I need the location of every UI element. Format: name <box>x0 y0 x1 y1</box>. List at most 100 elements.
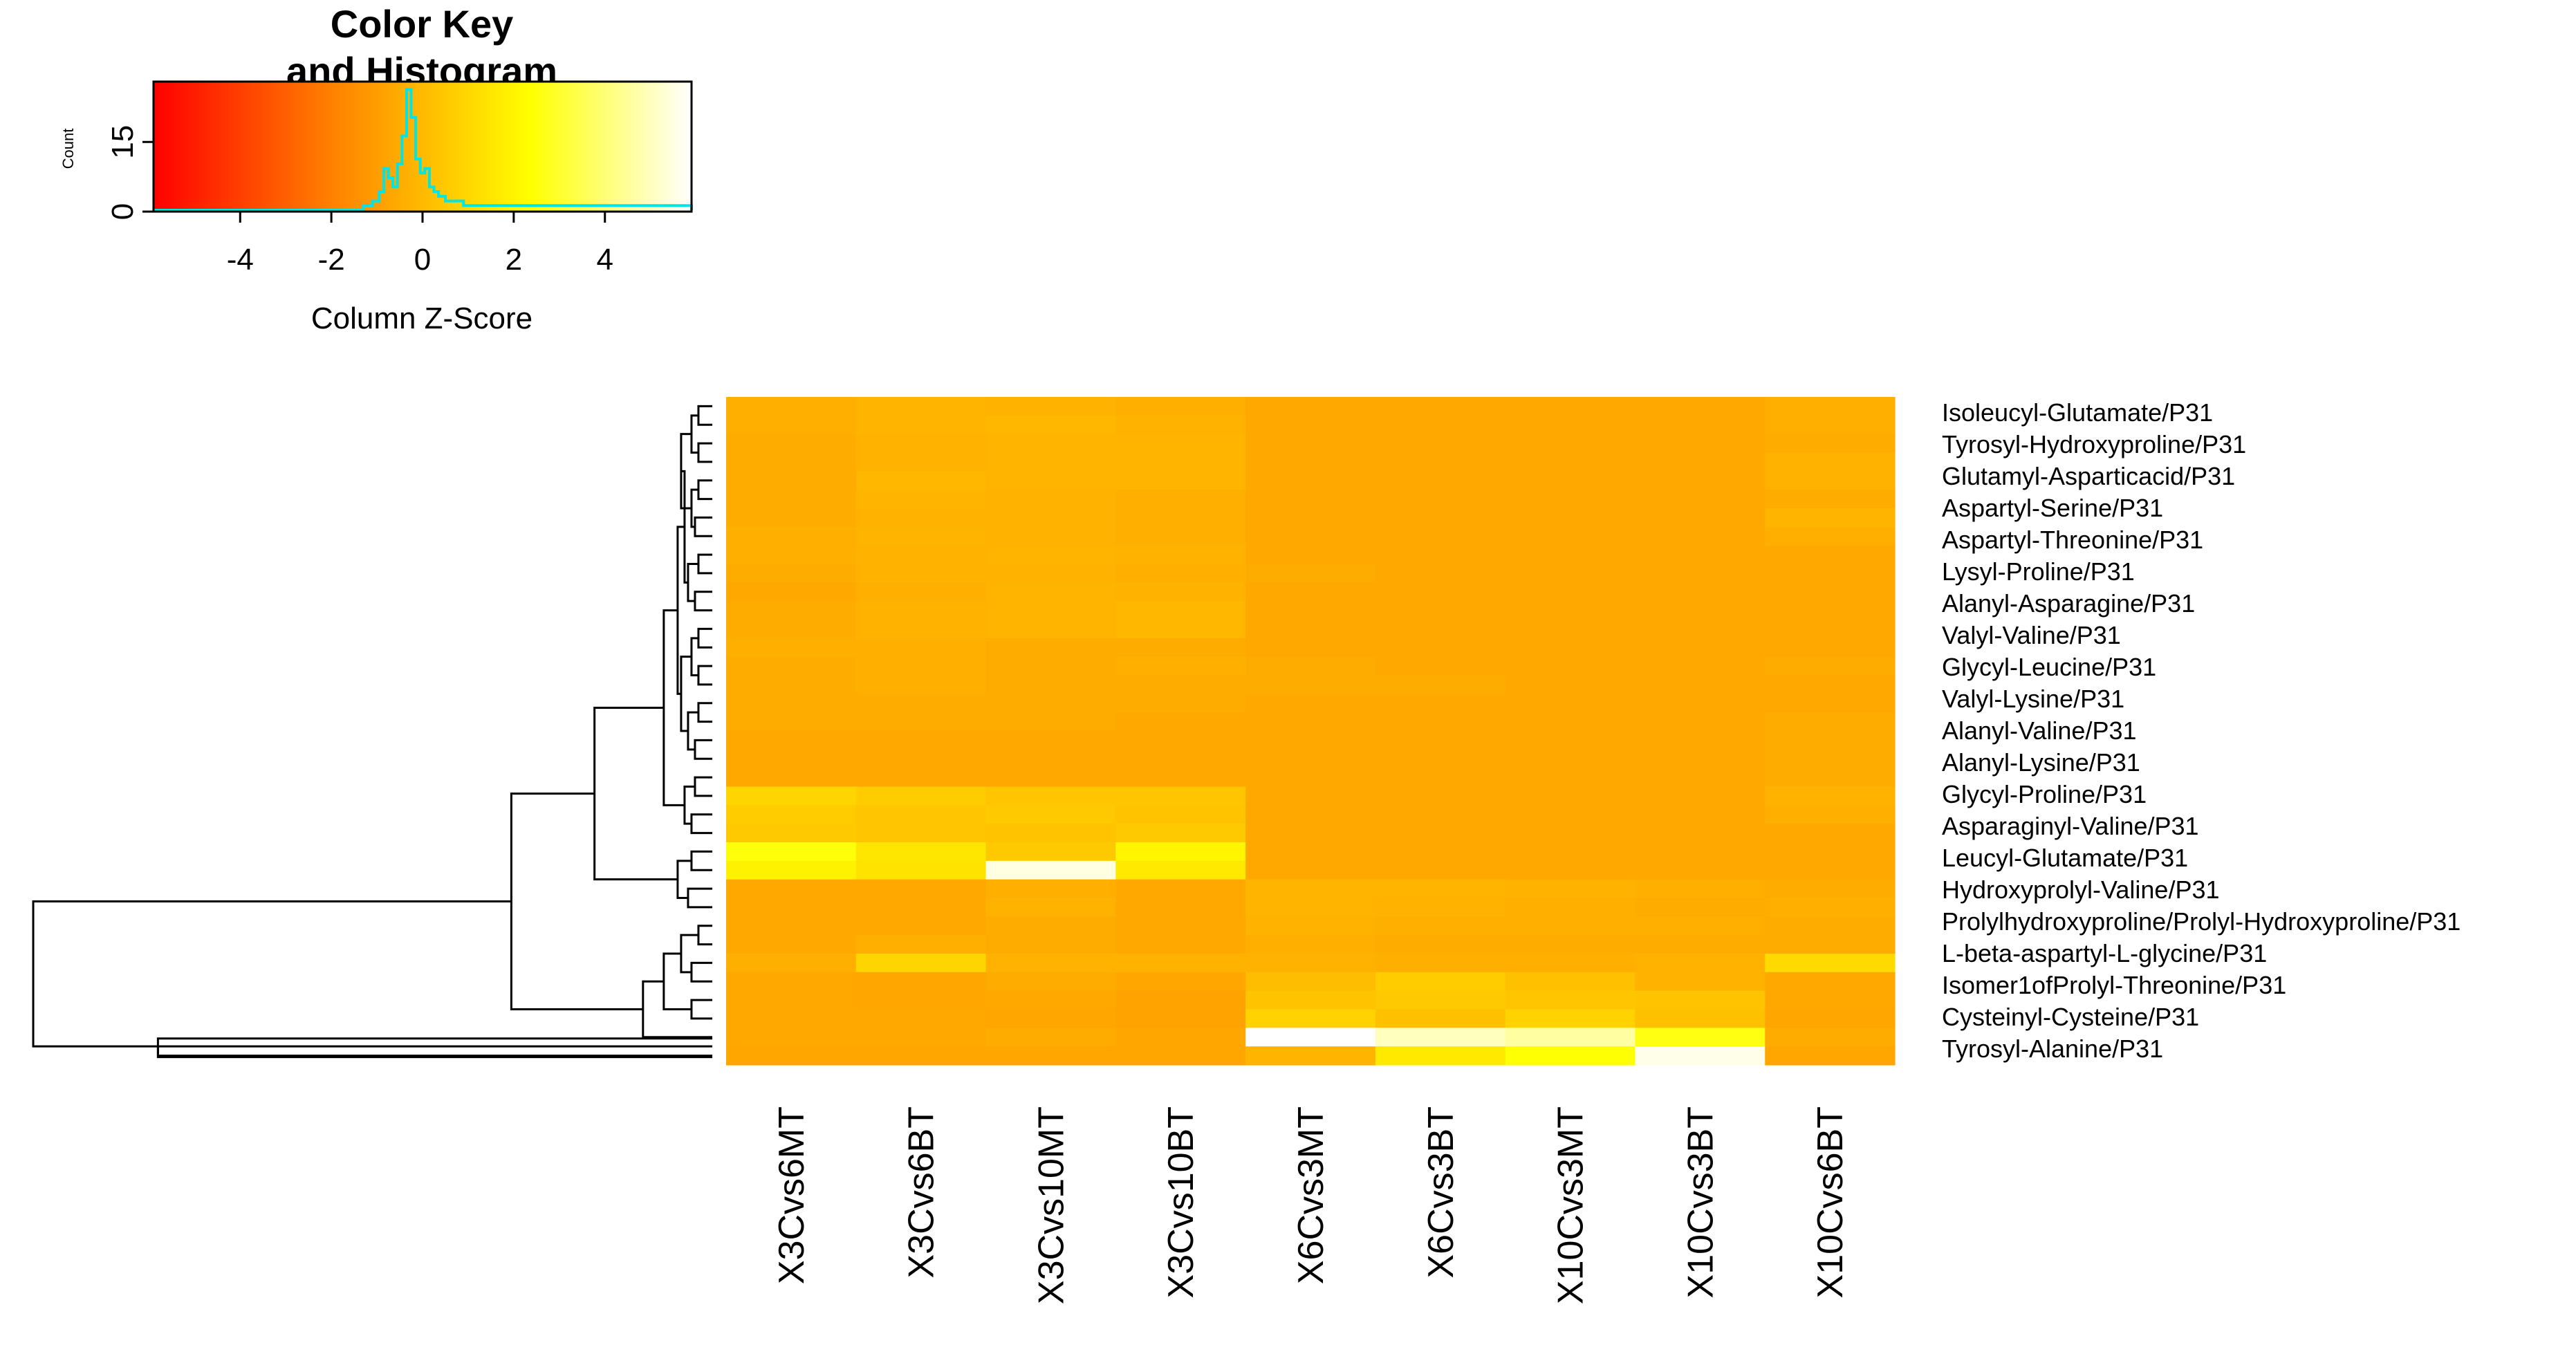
dendrogram-branch <box>687 887 712 909</box>
heatmap-cell <box>1635 452 1766 472</box>
color-key-x-label: Column Z-Score <box>311 302 532 335</box>
heatmap-cell <box>1245 786 1376 806</box>
heatmap-cell <box>1635 972 1766 992</box>
heatmap-cell <box>855 1046 987 1066</box>
heatmap-cell <box>1505 508 1636 528</box>
heatmap-cell <box>1765 490 1896 509</box>
dendrogram-branch <box>697 405 712 426</box>
dendrogram-branch <box>687 711 698 751</box>
dendrogram-branch <box>697 442 712 463</box>
heatmap-cell <box>855 990 987 1010</box>
heatmap-cell <box>1245 1028 1376 1047</box>
heatmap-cell <box>855 860 987 880</box>
heatmap-cell <box>1245 545 1376 565</box>
heatmap-cell <box>1505 954 1636 973</box>
heatmap-cell <box>1635 842 1766 862</box>
heatmap-cell <box>855 508 987 528</box>
heatmap-cell <box>1635 786 1766 806</box>
heatmap-cell <box>985 712 1116 732</box>
heatmap-cell <box>1765 526 1896 546</box>
heatmap-cell <box>985 415 1116 435</box>
heatmap-cell <box>985 824 1116 843</box>
heatmap-cell <box>855 842 987 862</box>
heatmap-cell <box>726 842 857 862</box>
heatmap-cell <box>1115 397 1246 416</box>
heatmap-cell <box>1505 526 1636 546</box>
heatmap-cell <box>726 694 857 713</box>
heatmap-cell <box>1245 972 1376 992</box>
heatmap-cell <box>855 582 987 602</box>
heatmap-cell <box>1505 582 1636 602</box>
dendrogram-branch <box>697 627 712 649</box>
heatmap-cell <box>1505 397 1636 416</box>
heatmap-cell <box>985 1028 1116 1047</box>
heatmap-cell <box>1765 1009 1896 1028</box>
column-label: X10Cvs3BT <box>1680 1106 1721 1298</box>
heatmap-cell <box>985 508 1116 528</box>
heatmap-cell <box>1375 990 1506 1010</box>
heatmap-cell <box>1245 490 1376 509</box>
heatmap-cell <box>985 638 1116 658</box>
heatmap-cell <box>855 712 987 732</box>
dendrogram-branch <box>32 900 512 1048</box>
heatmap-cell <box>855 916 987 936</box>
heatmap-cells <box>726 397 1896 1066</box>
heatmap-cell <box>855 434 987 454</box>
dendrogram-branch <box>690 961 712 983</box>
heatmap-cell <box>985 954 1116 973</box>
column-label: X6Cvs3BT <box>1421 1106 1461 1279</box>
heatmap-cell <box>1765 508 1896 528</box>
heatmap-cell <box>1245 694 1376 713</box>
heatmap-cell <box>1505 731 1636 750</box>
heatmap-cell <box>1505 490 1636 509</box>
heatmap-cell <box>855 656 987 676</box>
heatmap-cell <box>1115 1046 1246 1066</box>
heatmap-cell <box>1115 990 1246 1010</box>
color-key: Color Key and Histogram -4 -2 0 2 4 015 Colu… <box>59 2 693 335</box>
heatmap-cell <box>855 601 987 620</box>
heatmap-cell <box>1505 990 1636 1010</box>
heatmap-cell <box>1505 916 1636 936</box>
heatmap-cell <box>1765 434 1896 454</box>
heatmap-cell <box>855 972 987 992</box>
heatmap-cell <box>985 916 1116 936</box>
heatmap-cell <box>1505 898 1636 917</box>
heatmap-cell <box>1375 1028 1506 1047</box>
heatmap-cell <box>726 805 857 824</box>
heatmap-cell <box>1245 675 1376 694</box>
heatmap-cell <box>1765 860 1896 880</box>
heatmap-cell <box>726 879 857 899</box>
heatmap-cell <box>1115 508 1246 528</box>
heatmap-cell <box>1245 601 1376 620</box>
color-key-x-tick-label: 4 <box>596 243 613 277</box>
heatmap-cell <box>1375 434 1506 454</box>
heatmap-cell <box>1765 768 1896 788</box>
color-key-x-tick-label: 2 <box>506 243 522 277</box>
heatmap-cell <box>1635 805 1766 824</box>
dendrogram-branch <box>676 860 692 899</box>
heatmap-cell <box>1245 954 1376 973</box>
heatmap-cell <box>726 434 857 454</box>
heatmap-cell <box>1635 1046 1766 1066</box>
heatmap-cell <box>1635 749 1766 769</box>
heatmap-cell <box>1765 675 1896 694</box>
heatmap-cell <box>1115 620 1246 639</box>
heatmap-cell <box>1765 972 1896 992</box>
heatmap-cell <box>1115 805 1246 824</box>
heatmap-cell <box>1375 1046 1506 1066</box>
heatmap-cell <box>1375 786 1506 806</box>
dendrogram-branch <box>156 1037 712 1059</box>
heatmap-cell <box>1635 397 1766 416</box>
heatmap-cell <box>726 1009 857 1028</box>
heatmap-cell <box>1505 768 1636 788</box>
column-labels: X3Cvs6MT X3Cvs6BT X3Cvs10MT X3Cvs10BT X6Cvs3… <box>772 1106 1851 1304</box>
heatmap-cell <box>726 731 857 750</box>
color-key-x-tick-label: -2 <box>318 243 345 277</box>
heatmap-cell <box>985 1046 1116 1066</box>
heatmap-cell <box>1635 490 1766 509</box>
color-key-title-line1: Color Key <box>331 2 514 46</box>
heatmap-cell <box>985 935 1116 954</box>
heatmap-cell <box>985 879 1116 899</box>
row-label: Hydroxyprolyl-Valine/P31 <box>1942 875 2220 904</box>
heatmap-cell <box>1505 471 1636 490</box>
